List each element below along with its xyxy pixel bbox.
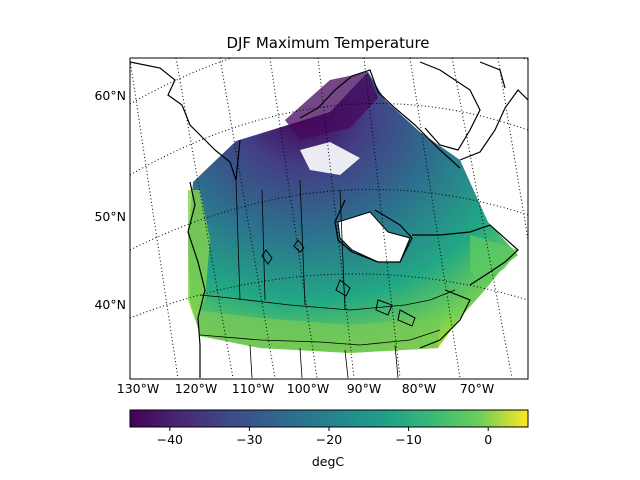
arctic-gap [300, 142, 360, 175]
lon-label-80w: 80°W [401, 381, 437, 396]
map-title: DJF Maximum Temperature [226, 34, 430, 52]
lat-label-60: 60°N [94, 88, 126, 103]
coastlines [130, 61, 528, 378]
graticule-lines [130, 58, 528, 379]
lon-label-110w: 110°W [231, 381, 275, 396]
colorbar-tick-label: 0 [484, 432, 493, 447]
atlantic-coast-warm [470, 235, 518, 285]
colorbar-tick-label: −30 [236, 432, 263, 447]
lat-label-40: 40°N [94, 297, 126, 312]
political-borders [199, 179, 456, 379]
lon-label-90w: 90°W [346, 381, 382, 396]
colorbar-label: degC [311, 454, 345, 469]
map-frame [129, 57, 529, 380]
southern-warm-band [195, 310, 440, 353]
map-area [130, 58, 528, 379]
lakes-outlines [261, 239, 416, 327]
lon-label-120w: 120°W [174, 381, 218, 396]
lon-label-70w: 70°W [459, 381, 495, 396]
lon-label-100w: 100°W [286, 381, 330, 396]
colorbar [129, 409, 529, 428]
colorbar-tick-label: −40 [156, 432, 183, 447]
lon-label-130w: 130°W [116, 381, 160, 396]
lat-label-50: 50°N [94, 209, 126, 224]
temperature-field [188, 72, 518, 353]
colorbar-tick-label: −10 [395, 432, 422, 447]
colorbar-ticks [169, 427, 489, 431]
colorbar-tick-label: −20 [315, 432, 343, 447]
